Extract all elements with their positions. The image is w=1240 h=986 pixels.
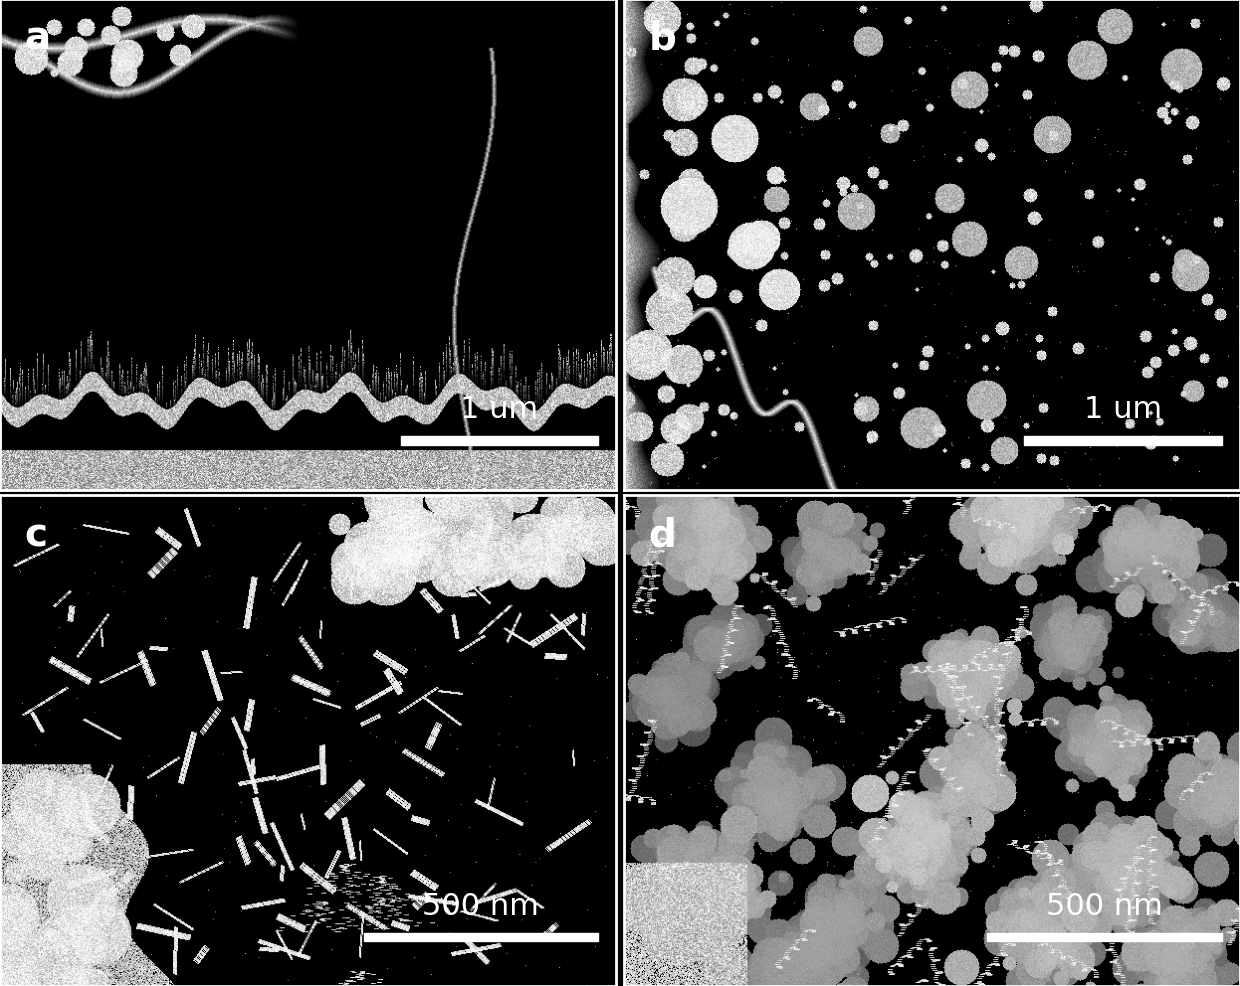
Bar [987,933,1221,942]
Text: 1 um: 1 um [1084,394,1162,424]
Text: 1 um: 1 um [460,394,538,424]
Bar [363,933,598,942]
Text: d: d [649,516,676,553]
Text: 500 nm: 500 nm [423,890,539,920]
Bar [1024,437,1221,446]
Text: a: a [25,20,51,57]
Text: b: b [649,20,676,57]
Text: c: c [25,516,47,553]
Text: 500 nm: 500 nm [1047,890,1163,920]
Bar [401,437,598,446]
